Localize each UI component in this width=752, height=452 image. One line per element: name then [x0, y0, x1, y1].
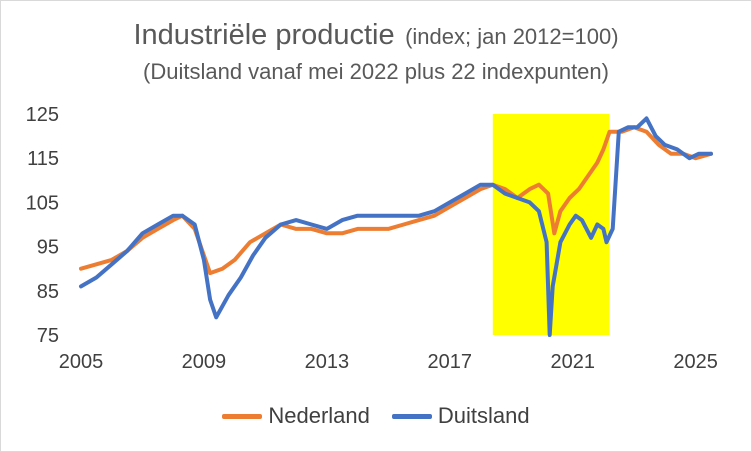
legend-label-duitsland: Duitsland — [437, 403, 530, 428]
x-tick-label: 2021 — [550, 351, 595, 373]
chart-title: Industriële productie (index; jan 2012=1… — [1, 19, 751, 52]
chart-subtitle: (Duitsland vanaf mei 2022 plus 22 indexp… — [143, 59, 609, 84]
y-tick-label: 125 — [26, 104, 59, 126]
y-tick-label: 95 — [37, 237, 59, 259]
legend: Nederland Duitsland — [1, 403, 751, 429]
legend-item-duitsland: Duitsland — [391, 403, 530, 429]
chart-title-note: (index; jan 2012=100) — [405, 24, 619, 49]
y-tick-label: 115 — [27, 148, 59, 170]
series-line-duitsland — [79, 116, 713, 337]
legend-swatch-nederland — [222, 413, 263, 419]
x-tick-label: 2005 — [59, 351, 104, 373]
legend-swatch-duitsland — [391, 413, 432, 419]
x-tick-label: 2009 — [182, 351, 227, 373]
legend-item-nederland: Nederland — [222, 403, 370, 429]
x-tick-label: 2017 — [428, 351, 473, 373]
x-tick-label: 2013 — [305, 351, 350, 373]
y-tick-label: 75 — [37, 325, 59, 347]
y-tick-label: 85 — [37, 281, 59, 303]
chart-title-main: Industriële productie — [133, 19, 395, 51]
legend-label-nederland: Nederland — [268, 403, 370, 428]
y-tick-label: 105 — [26, 192, 59, 214]
x-tick-label: 2025 — [673, 351, 718, 373]
